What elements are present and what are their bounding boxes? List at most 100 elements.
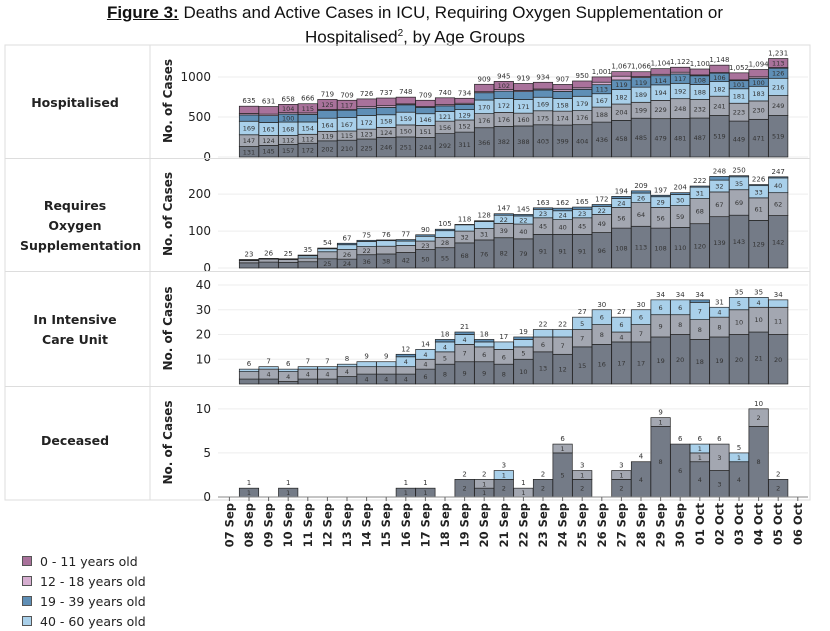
segment-label: 145 [262,148,274,156]
x-tick-label: 25 Sep [575,503,589,547]
segment-label: 33 [754,188,762,196]
x-tick-label: 14 Sep [360,503,374,547]
total-label: 919 [517,74,530,82]
segment-label: 42 [402,257,410,265]
segment-label: 1 [698,445,702,453]
bar: 46 [279,360,298,384]
segment-label: 123 [360,131,372,139]
segment-label: 458 [615,135,627,143]
segment-label: 487 [694,134,706,142]
total-label: 1,001 [592,68,612,76]
total-label: 635 [242,97,255,105]
x-tick-label: 12 Sep [320,503,334,547]
segment-label: 119 [635,79,647,87]
segment-label: 8 [678,321,682,329]
segment-label: 4 [423,351,427,359]
bar-segment [377,107,396,114]
segment-label: 104 [282,105,294,113]
segment-label: 156 [439,124,451,132]
bar-segment [690,69,709,75]
segment-label: 4 [443,343,447,351]
bar-segment [612,72,631,77]
segment-label: 82 [500,249,508,257]
legend-item: 0 - 11 years old [22,551,146,571]
bar-segment [298,114,317,122]
bar-segment [533,90,552,97]
x-tick-label: 11 Sep [301,503,315,547]
segment-label: 169 [537,101,549,109]
bar-segment [455,104,474,109]
total-label: 145 [517,205,530,213]
segment-label: 114 [654,77,666,85]
total-label: 75 [362,231,371,239]
total-label: 6 [560,435,565,443]
segment-label: 143 [733,238,745,246]
segment-label: 519 [713,133,725,141]
segment-label: 4 [325,371,329,379]
x-tick-label: 09 Sep [262,503,276,547]
segment-label: 169 [243,125,255,133]
segment-label: 6 [541,341,545,349]
segment-label: 117 [341,101,353,109]
segment-label: 10 [754,316,762,324]
bar-segment [337,110,356,117]
x-tick-label: 21 Sep [497,503,511,547]
segment-label: 125 [321,101,333,109]
bar-segment [553,208,572,211]
total-label: 12 [401,345,410,353]
bar: 6 [239,360,258,384]
total-label: 1,104 [651,60,672,68]
bar-segment [396,105,415,112]
bar: 11 [396,479,415,497]
bar-segment [671,193,690,195]
segment-label: 32 [460,233,468,241]
total-label: 1 [247,479,251,487]
segment-label: 20 [774,356,782,364]
bar-segment [494,91,513,98]
bar-segment [377,362,396,367]
segment-label: 6 [502,353,506,361]
total-label: 31 [715,298,724,306]
bar-segment [475,221,494,228]
segment-label: 1 [502,471,506,479]
bar: 44 [631,453,650,497]
bar-segment [298,367,317,369]
y-tick-label: 40 [196,278,211,292]
y-tick-label: 0 [203,490,211,504]
x-tick-label: 17 Sep [418,503,432,547]
segment-label: 120 [694,242,706,250]
bar: 11 [416,479,435,497]
total-label: 162 [556,199,569,207]
bar-segment [533,208,552,209]
segment-label: 146 [419,116,431,124]
segment-label: 55 [441,254,449,262]
bar-segment [475,84,494,91]
segment-label: 175 [537,114,549,122]
segment-label: 248 [674,105,686,113]
segment-label: 182 [615,93,627,101]
bar-segment [455,225,474,231]
segment-label: 399 [556,138,568,146]
segment-label: 6 [659,304,663,312]
segment-label: 45 [578,223,586,231]
total-label: 8 [345,355,349,363]
bar: 49 [377,353,396,384]
bar-segment [416,236,435,241]
